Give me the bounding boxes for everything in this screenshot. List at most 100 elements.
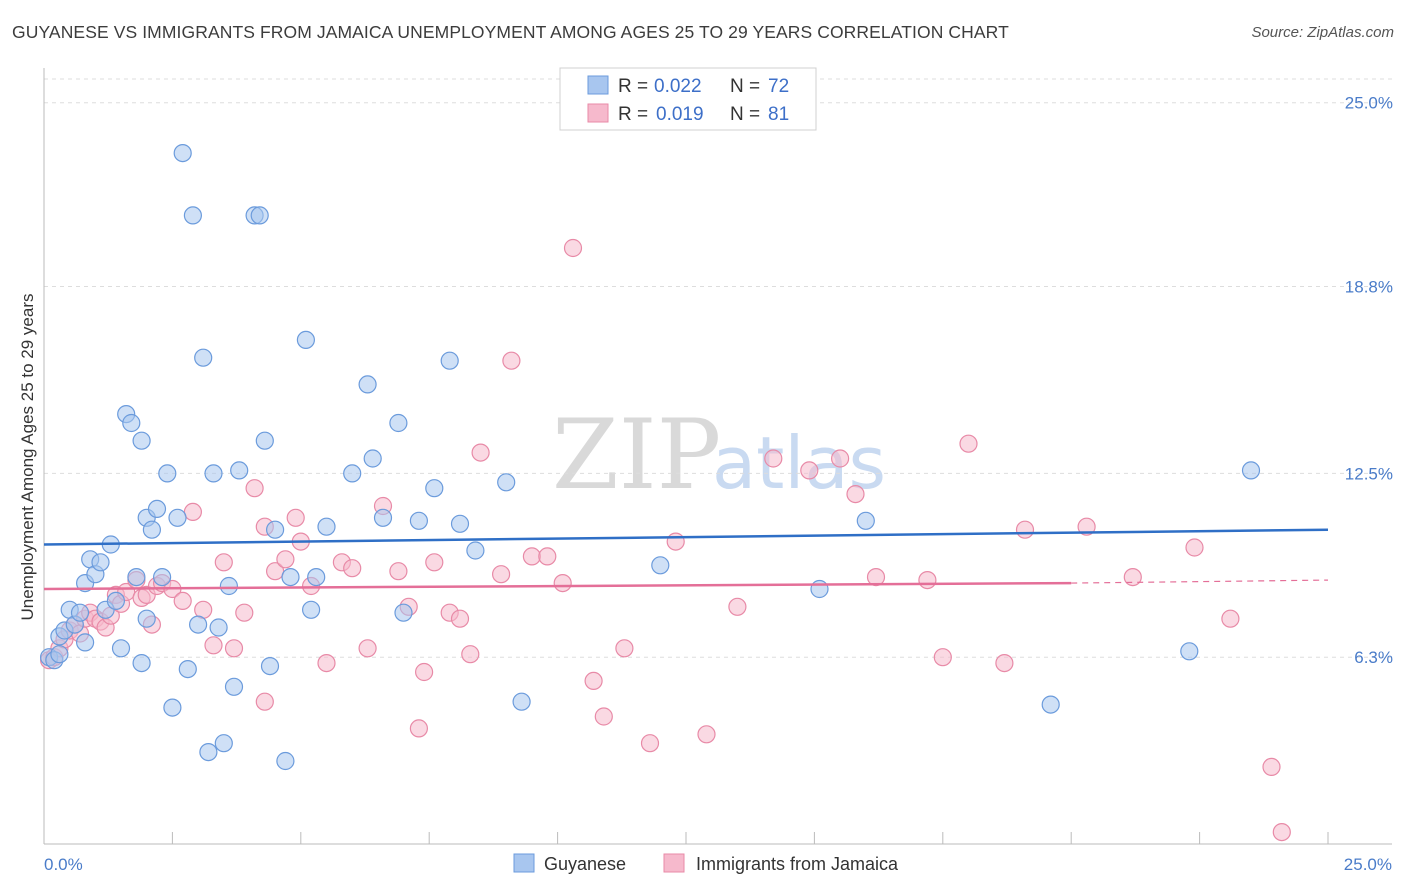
bottom-legend-jamaica: Immigrants from Jamaica: [696, 854, 899, 874]
jamaica-point-51: [502, 351, 521, 370]
guyanese-point-17: [132, 431, 151, 450]
jamaica-point-62: [764, 449, 783, 468]
jamaica-point-23: [173, 591, 192, 611]
guyanese-point-57: [450, 514, 470, 533]
guyanese-point-38: [250, 206, 269, 225]
guyanese-point-65: [1180, 642, 1199, 661]
legend-r-label-1: R =: [618, 76, 648, 97]
jamaica-point-33: [276, 550, 295, 569]
guyanese-point-26: [178, 659, 197, 679]
jamaica-point-26: [204, 636, 223, 655]
jamaica-point-71: [1015, 520, 1035, 539]
guyanese-point-62: [810, 579, 829, 599]
jamaica-point-66: [866, 567, 886, 587]
jamaica-point-60: [697, 725, 716, 744]
guyanese-point-19: [142, 520, 161, 539]
legend-n-label-2: N =: [730, 104, 760, 125]
jamaica-point-27: [214, 553, 233, 572]
jamaica-point-63: [800, 461, 819, 480]
jamaica-point-61: [728, 597, 747, 616]
y-axis-label: Unemployment Among Ages 25 to 29 years: [18, 294, 37, 621]
guyanese-point-39: [255, 431, 274, 450]
guyanese-point-31: [204, 464, 223, 483]
jamaica-point-54: [553, 573, 572, 593]
jamaica-point-29: [235, 603, 254, 622]
guyanese-point-40: [260, 656, 280, 676]
legend-r-value-1: 0.022: [654, 76, 702, 97]
guyanese-point-10: [91, 553, 110, 572]
legend-n-label-1: N =: [730, 76, 760, 97]
jamaica-point-78: [255, 692, 274, 711]
jamaica-point-69: [959, 434, 978, 453]
guyanese-point-34: [219, 576, 238, 596]
trend-lines: [43, 528, 1329, 591]
jamaica-point-57: [615, 639, 634, 658]
guyanese-point-27: [183, 206, 202, 225]
guyanese-point-52: [389, 413, 408, 433]
jamaica-point-48: [461, 645, 480, 664]
legend-n-value-1: 72: [768, 76, 789, 97]
guyanese-point-54: [409, 511, 428, 530]
jamaica-point-75: [1221, 609, 1240, 628]
jamaica-point-59: [666, 532, 685, 551]
guyanese-point-55: [425, 479, 444, 498]
guyanese-point-24: [168, 508, 187, 527]
x-tick-label-max: 25.0%: [1344, 855, 1392, 874]
jamaica-point-76: [1262, 757, 1281, 777]
guyanese-point-25: [173, 144, 192, 163]
guyanese-point-6: [70, 603, 90, 622]
jamaica-point-72: [1077, 517, 1096, 536]
bottom-legend: Guyanese Immigrants from Jamaica: [513, 853, 899, 874]
guyanese-point-43: [281, 567, 300, 587]
jamaica-point-67: [918, 570, 937, 590]
bottom-legend-swatch-guyanese: [513, 853, 535, 873]
jamaica-point-73: [1123, 567, 1142, 587]
jamaica-point-42: [389, 562, 408, 581]
jamaica-point-34: [286, 508, 305, 527]
guyanese-point-48: [343, 464, 362, 483]
guyanese-point-44: [296, 330, 315, 349]
guyanese-point-46: [307, 567, 326, 587]
legend-r-value-2: 0.019: [656, 104, 704, 125]
guyanese-point-42: [276, 751, 295, 771]
guyanese-point-66: [1241, 461, 1261, 480]
guyanese-point-22: [158, 464, 177, 483]
jamaica-point-65: [846, 485, 865, 504]
y-tick-label-0: 6.3%: [1354, 648, 1393, 667]
guyanese-point-59: [497, 473, 516, 492]
y-tick-label-2: 18.8%: [1345, 278, 1393, 297]
y-tick-label-1: 12.5%: [1345, 464, 1393, 483]
trend-line-guyanese: [43, 528, 1329, 546]
jamaica-point-52: [522, 547, 542, 566]
jamaica-point-74: [1185, 538, 1204, 557]
series-jamaica-points: [39, 238, 1291, 842]
guyanese-point-30: [199, 742, 218, 762]
guyanese-point-21: [153, 567, 172, 587]
guyanese-point-49: [358, 375, 377, 394]
guyanese-point-45: [302, 600, 321, 619]
guyanese-point-68: [75, 633, 95, 652]
bottom-legend-guyanese: Guyanese: [544, 854, 626, 874]
jamaica-point-77: [1272, 822, 1291, 842]
guyanese-point-23: [163, 698, 182, 717]
jamaica-point-45: [425, 553, 444, 572]
jamaica-point-30: [245, 479, 264, 498]
trend-line-jamaica-extension: [1071, 579, 1329, 584]
jamaica-point-70: [995, 653, 1014, 673]
guyanese-point-67: [106, 591, 126, 611]
guyanese-point-16: [127, 567, 146, 587]
guyanese-point-20: [147, 499, 167, 518]
guyanese-point-63: [856, 511, 875, 530]
jamaica-point-80: [584, 671, 603, 691]
guyanese-point-53: [394, 603, 413, 622]
jamaica-point-37: [317, 653, 336, 673]
trend-line-jamaica: [43, 581, 1072, 591]
legend-swatch-guyanese: [587, 75, 609, 95]
guyanese-point-71: [132, 653, 151, 673]
chart-title: GUYANESE VS IMMIGRANTS FROM JAMAICA UNEM…: [12, 22, 1009, 42]
guyanese-point-69: [137, 609, 156, 628]
guyanese-point-32: [209, 618, 228, 637]
jamaica-point-56: [594, 707, 613, 726]
jamaica-point-24: [183, 502, 202, 521]
